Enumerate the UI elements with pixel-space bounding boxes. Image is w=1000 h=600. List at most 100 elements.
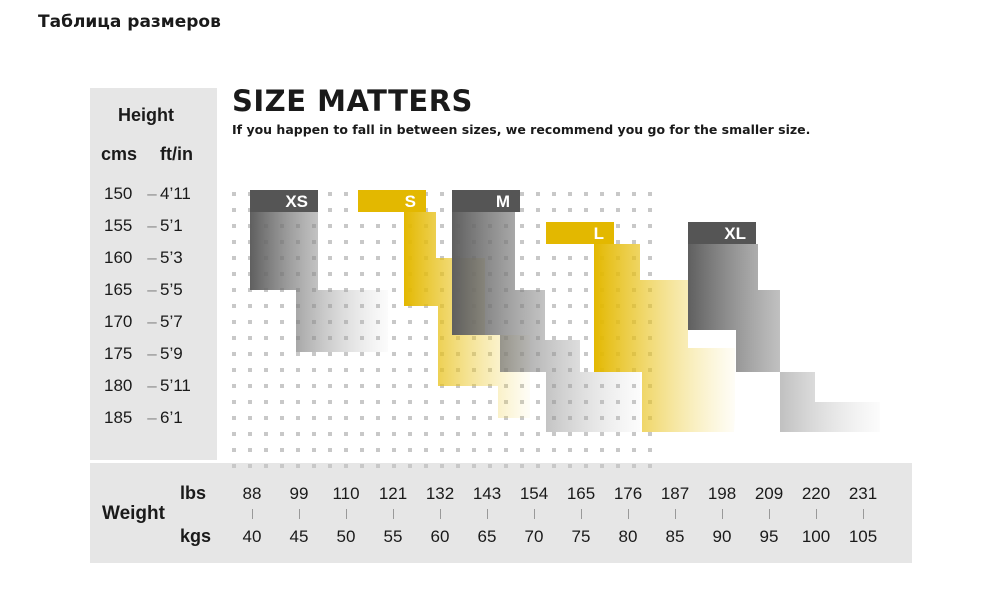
height-ftin-label: 6’1	[160, 408, 183, 427]
weight-tick	[252, 509, 253, 519]
size-label-box	[546, 222, 614, 244]
weight-lbs-label: 88	[242, 484, 262, 503]
height-separator: –	[147, 248, 157, 267]
weight-lbs-label: 220	[801, 484, 831, 503]
height-cm-label: 165	[104, 280, 133, 299]
size-label-box	[358, 190, 426, 212]
height-ftin-label: 5’5	[160, 280, 183, 299]
height-row: 150–4’11	[104, 184, 191, 204]
weight-tick	[581, 509, 582, 519]
height-ftin-label: 5’11	[160, 376, 191, 395]
weight-lbs-label: 187	[660, 484, 690, 503]
height-row: 175–5’9	[104, 344, 183, 364]
height-row: 160–5’3	[104, 248, 183, 268]
weight-kgs-label: 65	[477, 527, 497, 546]
height-separator: –	[147, 376, 157, 395]
height-unit-ftin: ft/in	[160, 144, 193, 164]
weight-kgs-label: 80	[618, 527, 638, 546]
size-label-box	[250, 190, 318, 212]
size-region	[452, 212, 640, 432]
weight-kgs-label: 95	[759, 527, 779, 546]
weight-kgs-label: 45	[289, 527, 309, 546]
weight-lbs-label: 99	[289, 484, 309, 503]
height-separator: –	[147, 216, 157, 235]
weight-heading: Weight	[102, 503, 165, 524]
height-ftin-label: 5’7	[160, 312, 183, 331]
height-unit-cm: cms	[101, 144, 138, 164]
size-label: L	[594, 224, 604, 243]
weight-tick	[628, 509, 629, 519]
height-ftin-label: 5’3	[160, 248, 183, 267]
height-cm-label: 155	[104, 216, 133, 235]
weight-tick	[299, 509, 300, 519]
weight-lbs-label: 198	[707, 484, 737, 503]
height-separator: –	[147, 312, 157, 331]
page-title: Таблица размеров	[38, 12, 221, 32]
weight-tick	[487, 509, 488, 519]
height-separator: –	[147, 408, 157, 427]
weight-lbs-label: 110	[332, 484, 360, 503]
height-cm-label: 150	[104, 184, 133, 203]
height-cm-label: 175	[104, 344, 133, 363]
height-row: 155–5’1	[104, 216, 183, 236]
height-separator: –	[147, 184, 157, 203]
weight-tick	[722, 509, 723, 519]
size-region	[688, 244, 880, 432]
weight-kgs-label: 50	[336, 527, 356, 546]
weight-unit-kgs: kgs	[180, 526, 212, 546]
weight-panel	[90, 463, 912, 563]
size-label-box	[688, 222, 756, 244]
size-region	[250, 212, 388, 352]
weight-tick	[816, 509, 817, 519]
weight-tick	[440, 509, 441, 519]
height-separator: –	[147, 344, 157, 363]
weight-kgs-label: 55	[383, 527, 403, 546]
chart-subtitle: If you happen to fall in between sizes, …	[232, 122, 811, 137]
weight-lbs-label: 165	[566, 484, 596, 503]
height-heading: Height	[118, 105, 174, 125]
weight-kgs-label: 105	[848, 527, 878, 546]
height-row: 185–6’1	[104, 408, 183, 428]
weight-kgs-label: 85	[665, 527, 685, 546]
weight-lbs-label: 231	[848, 484, 878, 503]
weight-tick	[534, 509, 535, 519]
height-row: 170–5’7	[104, 312, 183, 332]
weight-lbs-label: 209	[754, 484, 784, 503]
weight-kgs-label: 60	[430, 527, 450, 546]
weight-tick	[346, 509, 347, 519]
weight-kgs-label: 70	[524, 527, 544, 546]
height-ftin-label: 5’9	[160, 344, 183, 363]
height-cm-label: 170	[104, 312, 133, 331]
height-separator: –	[147, 280, 157, 299]
height-ftin-label: 5’1	[160, 216, 183, 235]
weight-kgs-label: 90	[712, 527, 732, 546]
size-label: XS	[285, 192, 308, 211]
size-region	[594, 244, 735, 432]
weight-lbs-label: 121	[378, 484, 408, 503]
weight-unit-lbs: lbs	[180, 483, 207, 503]
weight-lbs-label: 154	[519, 484, 549, 503]
weight-tick	[393, 509, 394, 519]
weight-lbs-label: 176	[613, 484, 643, 503]
weight-kgs-label: 40	[242, 527, 262, 546]
height-cm-label: 185	[104, 408, 133, 427]
weight-tick	[769, 509, 770, 519]
weight-kgs-label: 75	[571, 527, 591, 546]
weight-kgs-label: 100	[801, 527, 831, 546]
height-row: 180–5’11	[104, 376, 191, 396]
height-ftin-label: 4’11	[160, 184, 191, 203]
size-label: M	[496, 192, 510, 211]
weight-lbs-label: 143	[472, 484, 502, 503]
weight-tick	[863, 509, 864, 519]
size-label: XL	[724, 224, 746, 243]
size-label: S	[405, 192, 416, 211]
size-label-box	[452, 190, 520, 212]
chart-title: SIZE MATTERS	[232, 84, 473, 118]
weight-tick	[675, 509, 676, 519]
height-panel	[90, 88, 217, 460]
height-row: 165–5’5	[104, 280, 183, 300]
height-cm-label: 160	[104, 248, 133, 267]
height-cm-label: 180	[104, 376, 133, 395]
weight-lbs-label: 132	[425, 484, 455, 503]
